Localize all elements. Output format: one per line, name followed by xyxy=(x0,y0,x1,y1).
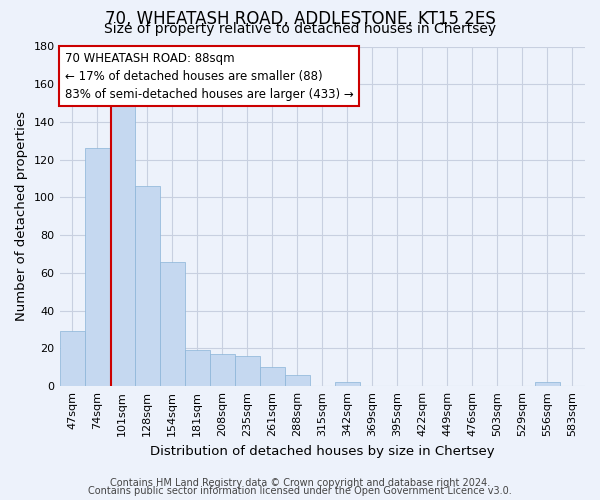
Bar xyxy=(134,186,160,386)
Bar xyxy=(260,368,285,386)
Y-axis label: Number of detached properties: Number of detached properties xyxy=(15,112,28,322)
X-axis label: Distribution of detached houses by size in Chertsey: Distribution of detached houses by size … xyxy=(150,444,494,458)
Text: 70, WHEATASH ROAD, ADDLESTONE, KT15 2ES: 70, WHEATASH ROAD, ADDLESTONE, KT15 2ES xyxy=(104,10,496,28)
Bar xyxy=(235,356,260,386)
Text: 70 WHEATASH ROAD: 88sqm
← 17% of detached houses are smaller (88)
83% of semi-de: 70 WHEATASH ROAD: 88sqm ← 17% of detache… xyxy=(65,52,353,100)
Bar xyxy=(335,382,360,386)
Bar xyxy=(110,101,134,386)
Text: Size of property relative to detached houses in Chertsey: Size of property relative to detached ho… xyxy=(104,22,496,36)
Bar xyxy=(209,354,235,386)
Bar xyxy=(285,375,310,386)
Text: Contains HM Land Registry data © Crown copyright and database right 2024.: Contains HM Land Registry data © Crown c… xyxy=(110,478,490,488)
Bar xyxy=(185,350,209,386)
Text: Contains public sector information licensed under the Open Government Licence v3: Contains public sector information licen… xyxy=(88,486,512,496)
Bar xyxy=(535,382,560,386)
Bar xyxy=(160,262,185,386)
Bar xyxy=(85,148,110,386)
Bar xyxy=(59,332,85,386)
